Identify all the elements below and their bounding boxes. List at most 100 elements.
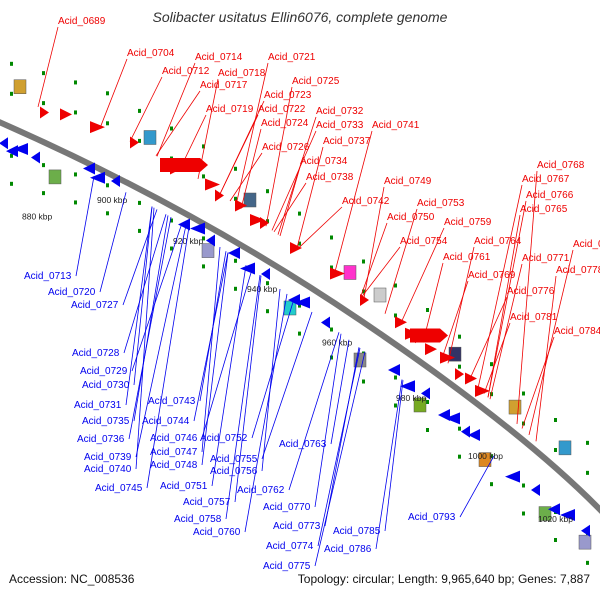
reverse-gene-arrow bbox=[90, 171, 105, 184]
forward-gene-leader-line bbox=[521, 336, 555, 429]
reverse-gene-arrow bbox=[505, 470, 520, 483]
forward-gene-label: Acid_0718 bbox=[218, 68, 266, 79]
forward-gene-label: Acid_0764 bbox=[474, 236, 522, 247]
scale-tick-label: 880 kbp bbox=[22, 211, 53, 221]
feature-block bbox=[13, 79, 27, 94]
tick-dot bbox=[170, 218, 173, 223]
forward-gene-arrow bbox=[40, 106, 49, 119]
reverse-gene-labels: Acid_0713 Acid_0720 Acid_0727 Acid_0728 Acid… bbox=[24, 176, 495, 572]
reverse-gene-label: Acid_0751 bbox=[160, 481, 208, 492]
tick-dot bbox=[522, 483, 525, 488]
tick-dot bbox=[138, 200, 141, 205]
forward-gene-arrow bbox=[90, 121, 105, 134]
scale-tick-label: 940 kbp bbox=[247, 284, 278, 294]
forward-gene-arrow bbox=[360, 294, 369, 306]
forward-gene-arrow bbox=[455, 368, 464, 381]
reverse-gene-arrow bbox=[111, 175, 120, 187]
forward-gene-label: Acid_0767 bbox=[522, 174, 570, 185]
tick-dot bbox=[202, 174, 205, 179]
tick-dot bbox=[298, 241, 301, 246]
tick-dot bbox=[234, 286, 237, 291]
forward-gene-arrow bbox=[465, 372, 477, 385]
tick-dot bbox=[106, 91, 109, 96]
tick-dot bbox=[586, 470, 589, 475]
forward-gene-label: Acid_0734 bbox=[300, 156, 348, 167]
forward-gene-label: Acid_0754 bbox=[400, 236, 448, 247]
scale-tick-label: 900 kbp bbox=[97, 195, 128, 205]
reverse-gene-leader-line bbox=[122, 209, 158, 306]
forward-gene-arrow bbox=[260, 217, 269, 229]
forward-gene-label: Acid_0725 bbox=[292, 76, 340, 87]
genome-backbone bbox=[0, 119, 600, 514]
tick-dot bbox=[458, 454, 461, 459]
tick-dot bbox=[458, 334, 461, 339]
scale-tick-label: 960 kbp bbox=[322, 338, 353, 348]
reverse-gene-label: Acid_0774 bbox=[266, 541, 314, 552]
reverse-gene-arrow bbox=[560, 509, 575, 521]
forward-gene-label: Acid_0781 bbox=[510, 312, 558, 323]
reverse-gene-label: Acid_0735 bbox=[82, 416, 130, 427]
forward-gene-label: Acid_0738 bbox=[306, 172, 354, 183]
feature-block bbox=[538, 506, 552, 521]
tick-dot bbox=[202, 236, 205, 241]
forward-gene-leader-line bbox=[197, 78, 219, 179]
reverse-gene-arrow bbox=[388, 364, 400, 376]
reverse-gene-leader-line bbox=[123, 214, 167, 354]
reverse-gene-arrow bbox=[468, 429, 480, 441]
forward-gene-label: Acid_0778 bbox=[556, 265, 600, 276]
reverse-gene-label: Acid_0740 bbox=[84, 464, 132, 475]
reverse-gene-leader-line bbox=[317, 347, 361, 547]
feature-block bbox=[508, 399, 522, 415]
feature-block bbox=[243, 192, 257, 208]
reverse-gene-leader-line bbox=[201, 246, 221, 453]
reverse-gene-label: Acid_0758 bbox=[174, 514, 222, 525]
forward-gene-label: Acid_0714 bbox=[195, 52, 243, 63]
reverse-gene-leader-line bbox=[288, 332, 340, 491]
tick-dot bbox=[10, 61, 13, 66]
forward-gene-leader-line bbox=[422, 262, 444, 343]
feature-block bbox=[578, 534, 592, 550]
tick-dot bbox=[522, 511, 525, 516]
reverse-gene-leader-line bbox=[133, 215, 169, 422]
reverse-gene-arrow bbox=[0, 137, 8, 150]
forward-gene-label: Acid_0771 bbox=[522, 253, 570, 264]
reverse-gene-leader-line bbox=[330, 339, 350, 445]
forward-gene-leader-line bbox=[361, 246, 401, 297]
tick-dot bbox=[458, 426, 461, 431]
tick-dot bbox=[74, 80, 77, 85]
tick-dot bbox=[426, 428, 429, 432]
forward-gene-leader-line bbox=[483, 322, 511, 394]
forward-gene-leader-line bbox=[100, 58, 128, 126]
reverse-gene-label: Acid_0728 bbox=[72, 348, 120, 359]
tick-dot bbox=[42, 191, 45, 196]
tick-dot bbox=[330, 327, 333, 332]
tick-dot bbox=[42, 101, 45, 106]
forward-gene-leader-line bbox=[516, 170, 538, 424]
reverse-gene-arrow bbox=[445, 412, 460, 425]
forward-gene-label: Acid_0704 bbox=[127, 48, 175, 59]
reverse-gene-leader-line bbox=[99, 192, 127, 293]
forward-gene-leader-line bbox=[487, 214, 521, 398]
reverse-gene-arrow bbox=[531, 484, 540, 496]
forward-gene-label: Acid_0766 bbox=[526, 190, 574, 201]
tick-dot bbox=[74, 172, 77, 177]
tick-dot bbox=[74, 200, 77, 205]
tick-dot bbox=[586, 560, 589, 565]
feature-blocks bbox=[13, 79, 592, 550]
forward-gene-label: Acid_0777 bbox=[573, 239, 600, 250]
tick-dot bbox=[42, 163, 45, 168]
scale-tick-label: 980 kbp bbox=[396, 393, 427, 403]
reverse-gene-leader-line bbox=[75, 176, 95, 277]
feature-block bbox=[413, 397, 427, 413]
forward-gene-label: Acid_0759 bbox=[444, 217, 492, 228]
forward-gene-leader-line bbox=[360, 222, 388, 296]
tick-dot bbox=[234, 196, 237, 201]
tick-dot bbox=[586, 440, 589, 445]
reverse-gene-arrow bbox=[178, 218, 190, 231]
reverse-gene-label: Acid_0743 bbox=[148, 396, 196, 407]
tick-dot bbox=[330, 355, 333, 360]
forward-gene-leader-line bbox=[219, 100, 265, 195]
forward-gene-leader-line bbox=[489, 263, 523, 400]
forward-gene-leader-line bbox=[384, 208, 418, 314]
reverse-gene-arrow bbox=[6, 145, 18, 158]
